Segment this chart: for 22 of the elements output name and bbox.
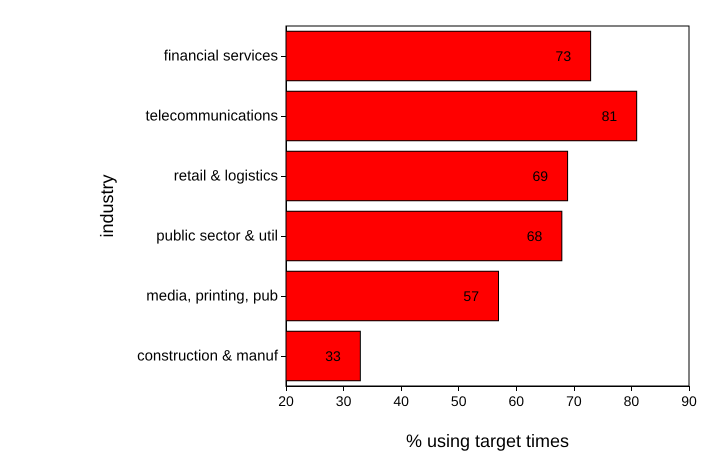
x-tick-label: 50 [450, 393, 467, 409]
x-tick-label: 20 [278, 393, 294, 409]
y-tick-label: media, printing, pub [146, 288, 278, 304]
data-label: 33 [325, 348, 342, 364]
x-tick-label: 30 [336, 393, 352, 409]
data-label: 81 [602, 108, 618, 124]
x-tick-label: 40 [393, 393, 410, 409]
data-label: 73 [556, 48, 572, 64]
x-tick-label: 70 [566, 393, 582, 409]
x-tick-label: 80 [624, 393, 640, 409]
y-axis-title: industry [97, 174, 117, 238]
y-tick-label: telecommunications [145, 108, 278, 124]
data-label: 69 [532, 168, 548, 184]
y-tick-label: financial services [164, 48, 278, 64]
y-tick-label: construction & manuf [137, 348, 279, 364]
y-tick-label: public sector & util [156, 228, 278, 244]
x-tick-label: 90 [681, 393, 697, 409]
y-tick-label: retail & logistics [174, 168, 278, 184]
x-tick-label: 60 [508, 393, 524, 409]
data-label: 57 [463, 288, 480, 304]
data-label: 68 [526, 228, 543, 244]
x-axis-title: % using target times [406, 431, 570, 451]
